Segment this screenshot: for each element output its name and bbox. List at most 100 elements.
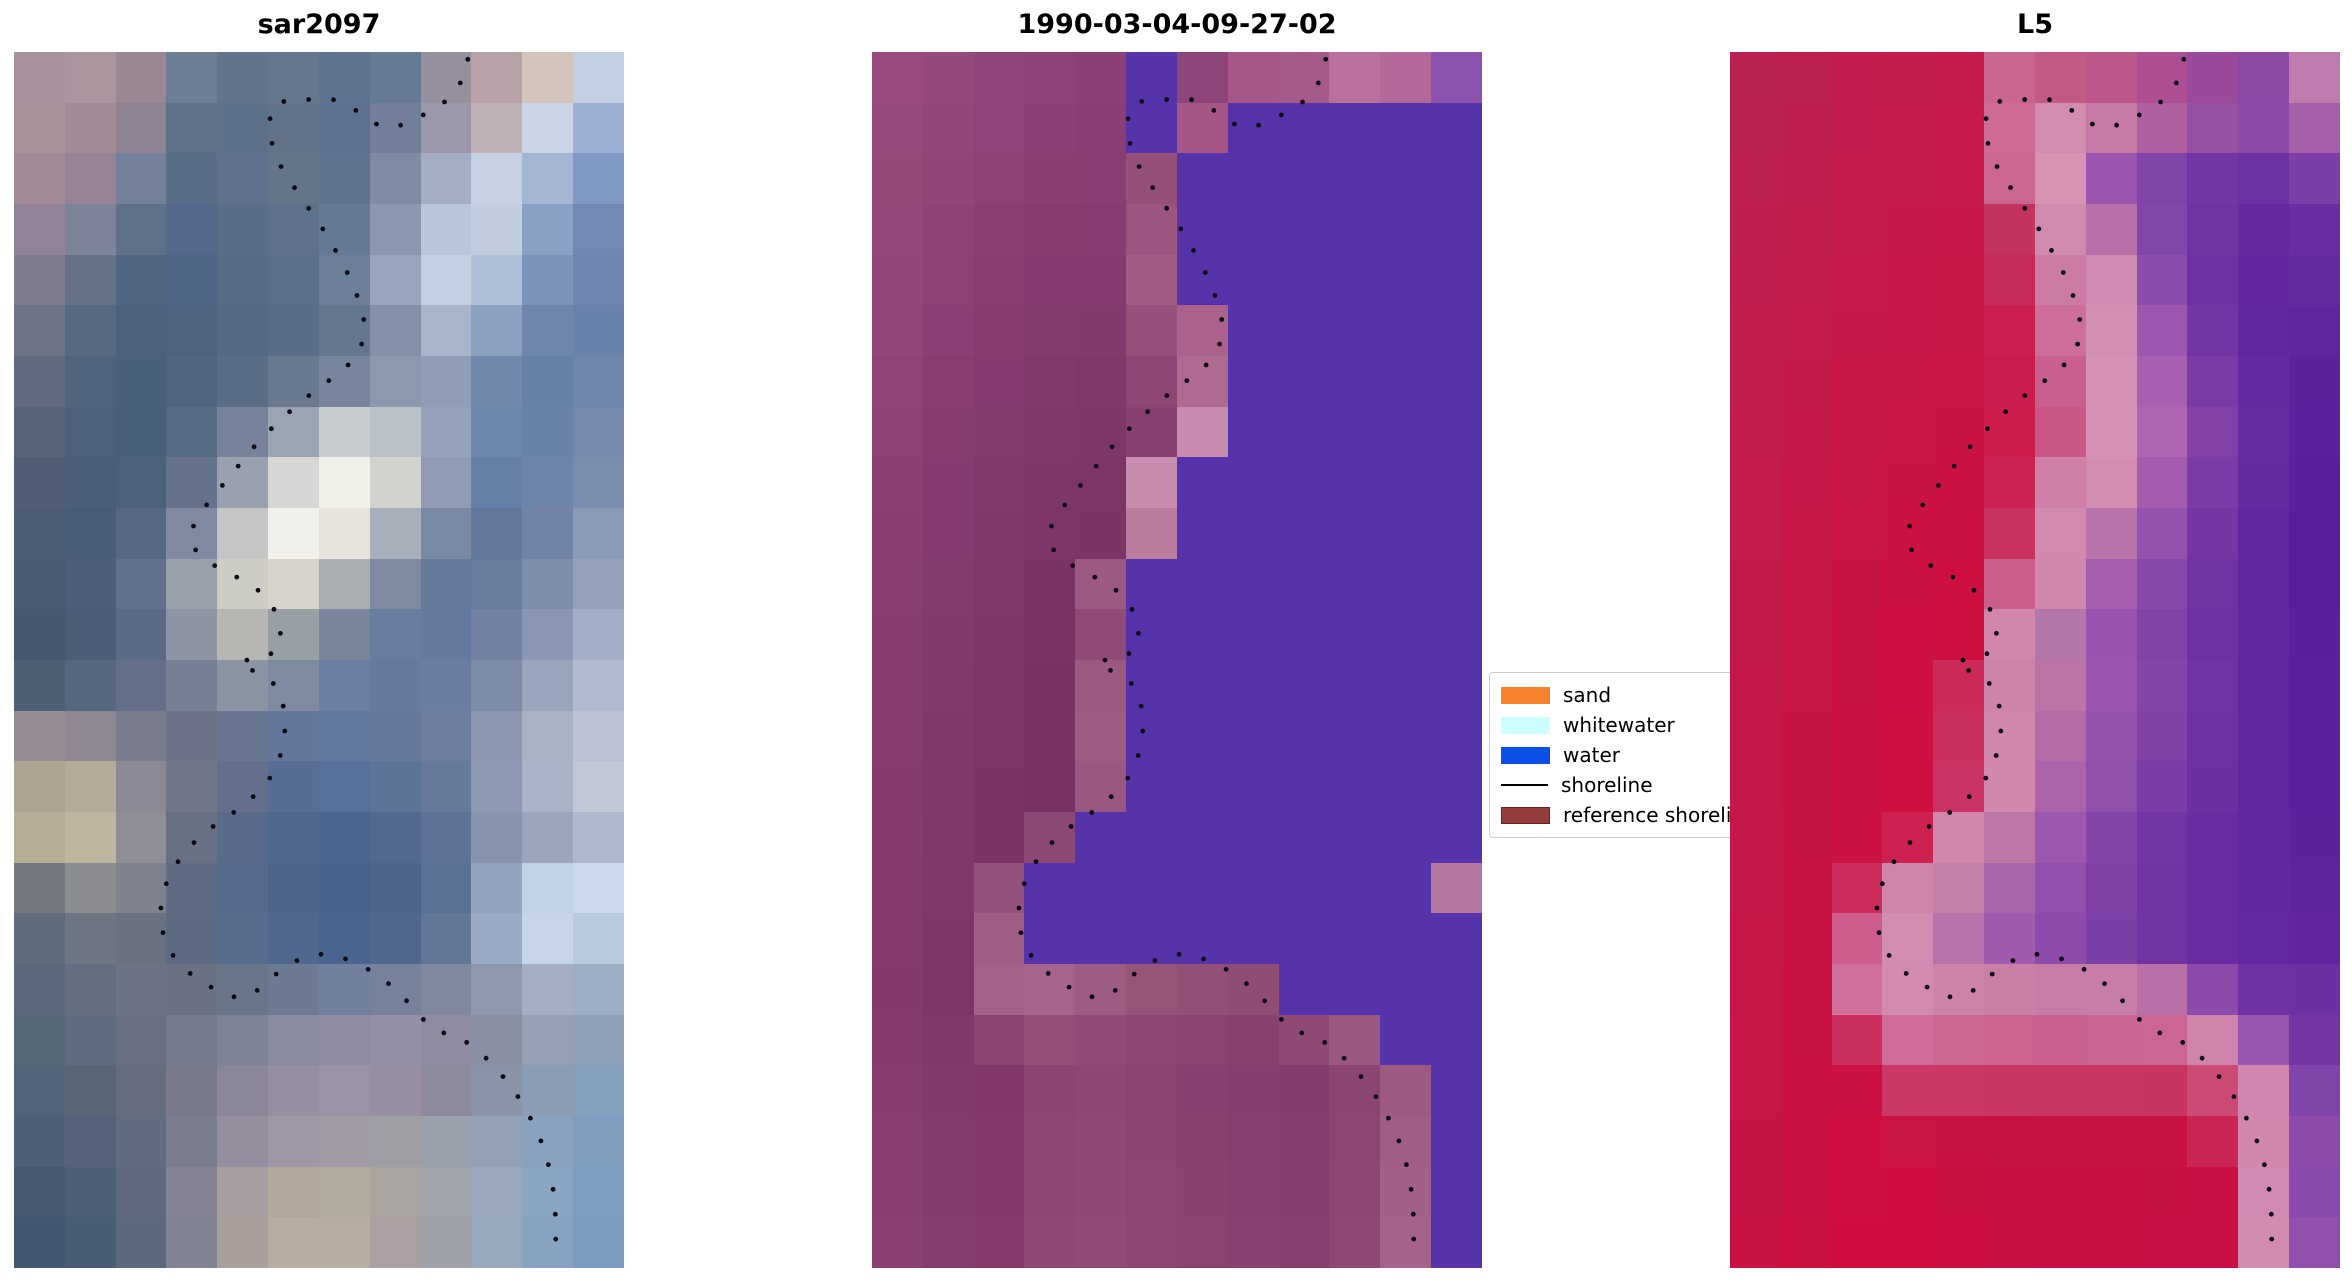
pixel-cell bbox=[1933, 305, 1985, 356]
pixel-cell bbox=[115, 913, 167, 964]
pixel-cell bbox=[369, 52, 421, 103]
shoreline-dot bbox=[1244, 981, 1249, 987]
pixel-cell bbox=[1278, 660, 1330, 711]
pixel-cell bbox=[420, 457, 472, 508]
pixel-cell bbox=[14, 1065, 65, 1116]
pixel-cell bbox=[1075, 660, 1127, 711]
shoreline-dot bbox=[1924, 984, 1930, 990]
pixel-cell bbox=[2238, 609, 2290, 660]
pixel-cell bbox=[1024, 1065, 1076, 1116]
shoreline-dot bbox=[2173, 80, 2179, 86]
pixel-cell bbox=[1431, 913, 1482, 964]
shoreline-dot bbox=[1984, 651, 1990, 657]
pixel-cell bbox=[922, 102, 974, 154]
pixel-cell bbox=[922, 660, 974, 711]
shoreline-dot bbox=[2266, 1186, 2272, 1192]
shoreline-dot bbox=[2254, 1138, 2260, 1144]
pixel-cell bbox=[2034, 153, 2086, 204]
pixel-cell bbox=[166, 660, 218, 711]
pixel-cell bbox=[1176, 102, 1228, 154]
pixel-cell bbox=[1227, 102, 1279, 154]
pixel-cell bbox=[1126, 710, 1177, 762]
pixel-cell bbox=[1075, 964, 1127, 1015]
pixel-cell bbox=[1176, 1065, 1228, 1116]
pixel-cell bbox=[64, 812, 116, 863]
legend-item-whitewater: whitewater bbox=[1501, 710, 1767, 740]
pixel-cell bbox=[471, 305, 523, 356]
pixel-cell bbox=[1780, 254, 1832, 306]
pixel-cell bbox=[64, 1217, 116, 1268]
shoreline-dot bbox=[2008, 185, 2013, 191]
pixel-cell bbox=[369, 1014, 421, 1066]
pixel-cell bbox=[922, 812, 974, 863]
shoreline-dot bbox=[1125, 775, 1131, 781]
pixel-cell bbox=[573, 1065, 624, 1116]
shoreline-dot bbox=[306, 97, 312, 102]
pixel-cell bbox=[522, 1166, 574, 1218]
pixel-cell bbox=[2136, 761, 2188, 812]
shoreline-dot bbox=[1989, 971, 1995, 977]
pixel-cell bbox=[2136, 862, 2188, 914]
pixel-cell bbox=[1882, 812, 1934, 863]
shoreline-dot bbox=[1232, 121, 1237, 127]
pixel-cell bbox=[2085, 609, 2137, 660]
pixel-cell bbox=[973, 1116, 1025, 1167]
pixel-cell bbox=[166, 356, 218, 407]
pixel-cell bbox=[2238, 254, 2290, 306]
pixel-cell bbox=[1024, 153, 1076, 204]
pixel-cell bbox=[2136, 558, 2188, 610]
pixel-cell bbox=[2289, 558, 2340, 610]
pixel-cell bbox=[1075, 102, 1127, 154]
pixel-cell bbox=[522, 710, 574, 762]
pixel-cell bbox=[1780, 1065, 1832, 1116]
pixel-cell bbox=[14, 1116, 65, 1167]
pixel-cell bbox=[1278, 1014, 1330, 1066]
pixel-cell bbox=[522, 862, 574, 914]
pixel-cell bbox=[922, 406, 974, 458]
shoreline-dot bbox=[1891, 859, 1897, 865]
pixel-cell bbox=[318, 964, 370, 1015]
pixel-cell bbox=[217, 1217, 269, 1268]
pixel-cell bbox=[420, 356, 472, 407]
shoreline-dot bbox=[1164, 97, 1170, 102]
pixel-cell bbox=[1227, 660, 1279, 711]
pixel-cell bbox=[369, 913, 421, 964]
shoreline-dot bbox=[282, 728, 288, 734]
pixel-cell bbox=[115, 761, 167, 812]
shoreline-dot bbox=[210, 824, 216, 829]
pixel-cell bbox=[1024, 204, 1076, 255]
shoreline-dot bbox=[1108, 794, 1114, 800]
legend-line-swatch bbox=[1501, 784, 1548, 786]
pixel-cell bbox=[1882, 609, 1934, 660]
pixel-cell bbox=[1075, 457, 1127, 508]
pixel-cell bbox=[166, 710, 218, 762]
pixel-cell bbox=[1780, 1116, 1832, 1167]
pixel-cell bbox=[217, 710, 269, 762]
pixel-cell bbox=[420, 508, 472, 559]
pixel-cell bbox=[1227, 356, 1279, 407]
pixel-cell bbox=[922, 913, 974, 964]
pixel-cell bbox=[1176, 1217, 1228, 1268]
pixel-cell bbox=[268, 1166, 319, 1218]
shoreline-dot bbox=[2269, 1236, 2275, 1242]
pixel-cell bbox=[2136, 710, 2188, 762]
pixel-cell bbox=[1831, 913, 1883, 964]
pixel-cell bbox=[522, 254, 574, 306]
pixel-cell bbox=[1075, 1014, 1127, 1066]
pixel-cell bbox=[922, 1014, 974, 1066]
pixel-cell bbox=[217, 102, 269, 154]
pixel-cell bbox=[973, 52, 1025, 103]
pixel-cell bbox=[1984, 812, 2035, 863]
pixel-cell bbox=[1831, 1014, 1883, 1066]
pixel-cell bbox=[14, 1166, 65, 1218]
shoreline-dot bbox=[2003, 409, 2008, 415]
pixel-cell bbox=[1278, 761, 1330, 812]
pixel-cell bbox=[420, 305, 472, 356]
pixel-cell bbox=[573, 558, 624, 610]
shoreline-dot bbox=[160, 930, 166, 936]
shoreline-dot bbox=[365, 966, 371, 972]
pixel-cell bbox=[1831, 305, 1883, 356]
pixel-cell bbox=[1126, 254, 1177, 306]
pixel-cell bbox=[973, 862, 1025, 914]
shoreline-dot bbox=[1278, 112, 1284, 118]
